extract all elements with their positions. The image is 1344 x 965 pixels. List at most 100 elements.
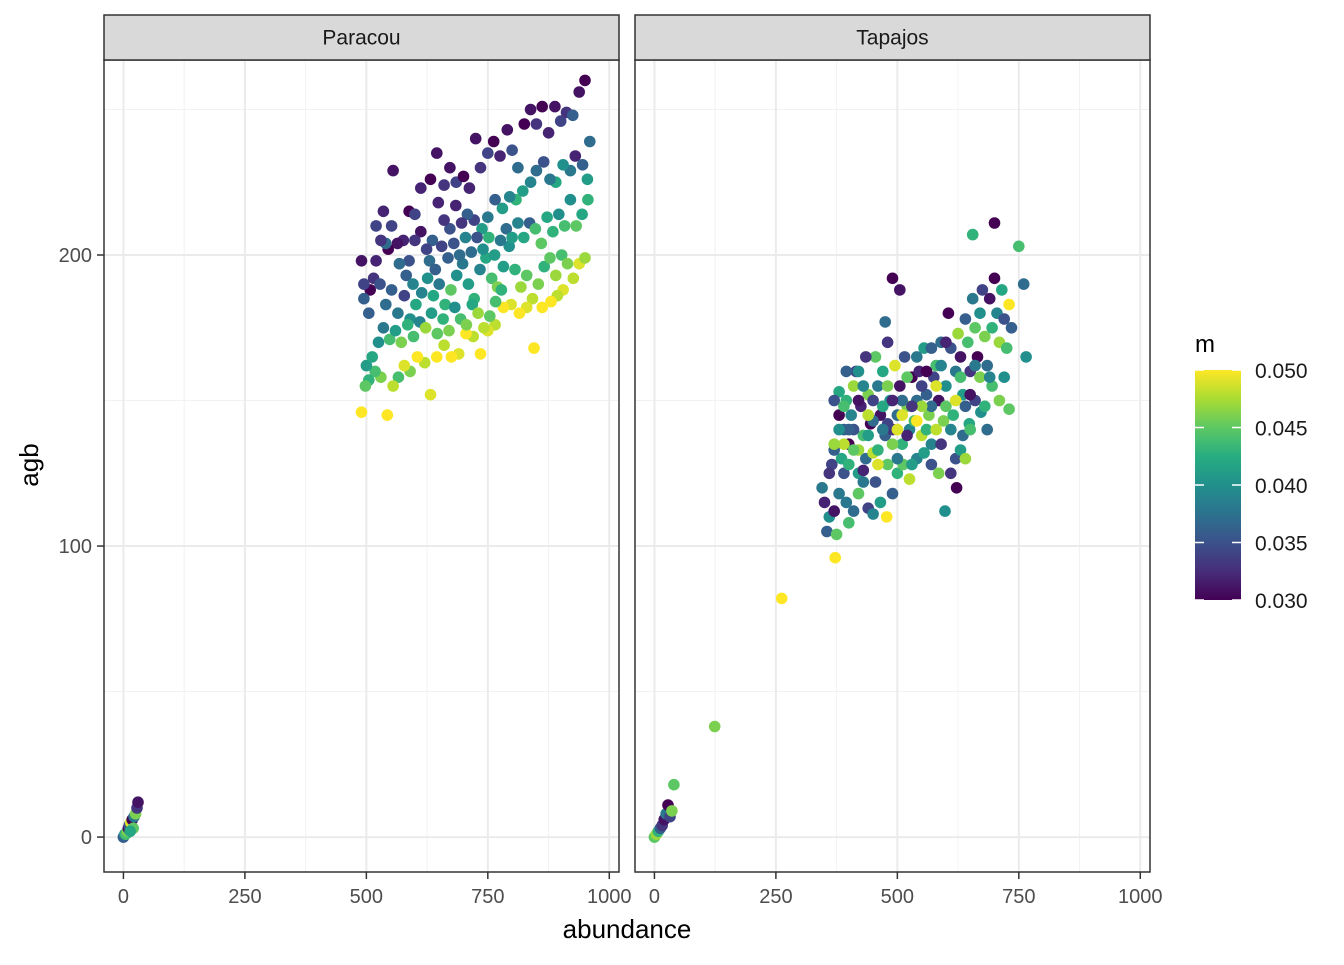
data-point [1003,403,1015,416]
color-bar-label: 0.050 [1255,360,1308,383]
data-point [838,438,850,451]
data-point [503,240,515,253]
data-point [930,423,942,436]
data-point [896,438,908,451]
data-point [1000,342,1013,354]
data-point [457,170,470,183]
data-point [843,517,855,529]
data-point [833,423,845,436]
data-point [896,409,908,421]
data-point [1005,322,1018,334]
data-point [487,135,500,148]
data-point [489,295,502,308]
data-point [431,327,444,340]
data-point [986,322,998,334]
data-point [509,263,521,276]
data-point [395,336,408,349]
data-point [901,371,913,384]
data-point [503,191,516,203]
color-bar-label: 0.030 [1255,590,1308,613]
facet-strip-label: Paracou [322,27,400,50]
data-point [981,359,993,372]
data-point [666,805,678,817]
data-point [463,182,476,194]
data-point [459,231,472,244]
data-point [954,371,967,384]
data-point [840,496,853,509]
data-point [450,269,463,282]
data-point [874,496,887,509]
data-point [983,371,996,384]
data-point [383,333,396,346]
data-point [986,380,998,392]
data-point [959,452,972,465]
data-point [869,476,882,488]
x-tick-label: 0 [649,886,660,908]
data-point [940,336,952,349]
data-point [945,467,957,480]
data-point [439,298,451,311]
data-point [495,284,508,296]
data-point [860,351,872,363]
data-point [998,313,1010,325]
data-point [482,211,494,223]
data-point [513,307,526,320]
data-point [444,223,456,235]
data-point [456,257,469,270]
x-axis-title: abundance [563,914,692,944]
data-point [536,100,548,113]
data-point [862,409,874,421]
data-point [506,144,518,156]
data-point [845,409,857,421]
data-point [472,307,484,320]
data-point [501,124,514,136]
data-point [431,351,443,363]
data-point [415,225,427,238]
data-point [964,423,976,436]
data-point [449,301,461,314]
data-point [553,208,565,221]
data-point [448,237,460,250]
data-point [132,796,144,808]
data-point [976,284,989,296]
data-point [374,278,386,290]
data-point [840,365,853,378]
data-point [381,409,394,421]
data-point [881,336,894,349]
data-point [407,278,419,290]
data-point [557,159,569,171]
data-point [935,438,947,451]
data-point [852,487,865,500]
data-point [954,444,967,456]
data-point [393,257,406,270]
data-point [398,289,411,302]
data-point [852,365,865,378]
data-point [547,225,559,238]
data-point [528,342,540,354]
data-point [477,243,489,255]
data-point [542,127,555,139]
data-point [400,269,413,282]
data-point [925,458,938,471]
data-point [843,458,855,471]
data-point [377,205,390,218]
data-point [544,252,556,264]
facet-panel-0: Paracou [103,14,620,873]
data-point [512,161,524,174]
data-point [964,388,976,401]
data-point [432,196,445,209]
data-point [838,400,850,413]
data-point [524,176,537,188]
data-point [409,208,421,221]
data-point [579,252,591,264]
data-point [920,365,933,378]
data-point [438,339,450,352]
data-point [573,86,585,98]
data-point [881,380,894,392]
data-point [923,409,935,421]
data-point [901,429,913,442]
data-point [932,467,945,480]
data-point [847,505,860,517]
data-point [375,234,387,247]
